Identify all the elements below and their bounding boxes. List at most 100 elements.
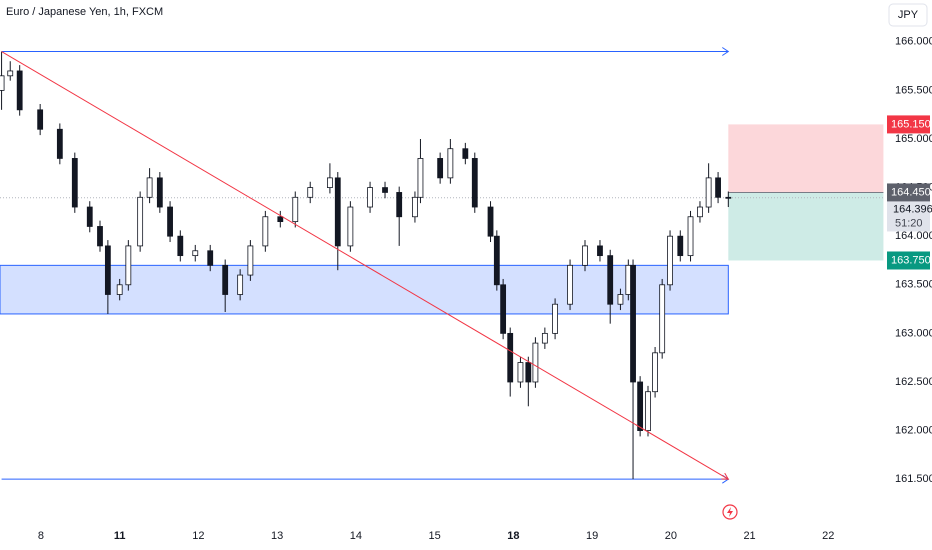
candle-body <box>687 216 694 257</box>
x-tick-label: 20 <box>665 530 677 542</box>
candle-body <box>659 284 666 354</box>
candle-body <box>630 264 636 383</box>
candle-body <box>617 294 624 305</box>
candle-body <box>16 70 23 111</box>
candle-body <box>517 362 524 383</box>
candle-body <box>597 245 603 257</box>
countdown: 51:20 <box>895 217 923 229</box>
currency-label[interactable]: JPY <box>898 9 919 21</box>
y-tick-label: 165.500 <box>895 84 932 96</box>
x-tick-label: 11 <box>114 530 126 542</box>
candle-body <box>532 342 539 383</box>
y-tick-label: 166.000 <box>895 36 932 48</box>
candle-body <box>116 284 123 295</box>
x-tick-label: 12 <box>192 530 204 542</box>
candle-body <box>447 148 454 179</box>
chart-title: Euro / Japanese Yen, 1h, FXCM <box>6 6 163 18</box>
candle-body <box>334 177 341 247</box>
x-tick-label: 8 <box>38 530 44 542</box>
x-tick-label: 18 <box>507 530 519 542</box>
stop-zone <box>728 124 884 193</box>
y-tick-label: 162.000 <box>895 424 932 436</box>
candle-body <box>86 206 93 227</box>
stop-tag-bg <box>887 115 930 134</box>
candle-body <box>582 245 588 266</box>
candle-body <box>7 70 14 77</box>
candle-body <box>367 187 373 208</box>
candle-body <box>307 187 314 198</box>
candle-body <box>327 177 333 188</box>
candle-body <box>382 187 388 193</box>
target-tag: 163.750 <box>891 254 931 266</box>
candle-body <box>237 274 244 295</box>
candle-body <box>207 250 214 266</box>
currency-button[interactable] <box>888 3 928 27</box>
candle-body <box>567 264 573 305</box>
candle-body <box>677 235 684 257</box>
candle-body <box>493 235 500 286</box>
x-tick-label: 13 <box>271 530 283 542</box>
trendline <box>1 51 729 480</box>
candle-body <box>146 177 153 198</box>
candle-body <box>705 177 712 208</box>
candle-body <box>667 235 673 286</box>
x-tick-label: 15 <box>429 530 441 542</box>
y-tick-label: 163.000 <box>895 327 932 339</box>
y-tick-label: 165.000 <box>895 133 932 145</box>
x-tick-label: 21 <box>743 530 755 542</box>
candle-body <box>137 196 144 247</box>
candle-body <box>292 196 299 223</box>
candle-body <box>637 381 644 431</box>
candle-body <box>715 177 721 198</box>
entry-tag: 164.450 <box>891 186 931 198</box>
candle-body <box>56 128 63 159</box>
candle-body <box>97 226 103 247</box>
target-tag-bg <box>887 251 930 270</box>
stop-tag: 165.150 <box>891 118 931 130</box>
candle-body <box>167 206 173 237</box>
candle-body <box>487 206 494 237</box>
candle-body <box>222 264 229 295</box>
alert-bolt <box>727 507 733 517</box>
candle-body <box>552 303 558 334</box>
y-tick-label: 161.500 <box>895 473 932 485</box>
candle-body <box>104 245 111 295</box>
last-price-tag: 164.396 <box>893 203 932 215</box>
trendline-arrow <box>721 472 730 480</box>
last-price-tag-bg <box>887 201 930 232</box>
candle-body <box>192 250 199 257</box>
candle-body <box>507 332 514 383</box>
x-tick-label: 22 <box>822 530 834 542</box>
candle-body <box>156 177 163 208</box>
candle-body <box>71 158 78 208</box>
candle-body <box>471 158 478 208</box>
candle-body <box>725 196 732 199</box>
candle-body <box>125 245 132 286</box>
candle-body <box>525 362 532 383</box>
target-zone <box>728 192 884 261</box>
candle-body <box>437 158 444 179</box>
x-tick-label: 19 <box>586 530 598 542</box>
level-arrow <box>722 47 730 56</box>
candle-body <box>417 158 424 198</box>
entry-tag-bg <box>887 183 930 202</box>
candle-body <box>541 332 548 344</box>
candle-body <box>607 255 614 305</box>
candle-body <box>0 75 5 91</box>
candle-body <box>500 284 507 334</box>
candle-body <box>277 216 284 223</box>
candle-body <box>347 206 354 247</box>
candle-body <box>247 245 254 276</box>
y-tick-label: 162.500 <box>895 376 932 388</box>
candle-body <box>396 192 403 218</box>
y-tick-label: 163.500 <box>895 279 932 291</box>
candle-body <box>652 352 658 393</box>
y-tick-label: 164.000 <box>895 230 932 242</box>
candle-body <box>177 235 184 257</box>
candle-body <box>262 216 269 247</box>
candle-body <box>645 391 651 431</box>
x-tick-label: 14 <box>350 530 362 542</box>
candle-body <box>625 264 632 295</box>
candle-body <box>697 206 703 218</box>
